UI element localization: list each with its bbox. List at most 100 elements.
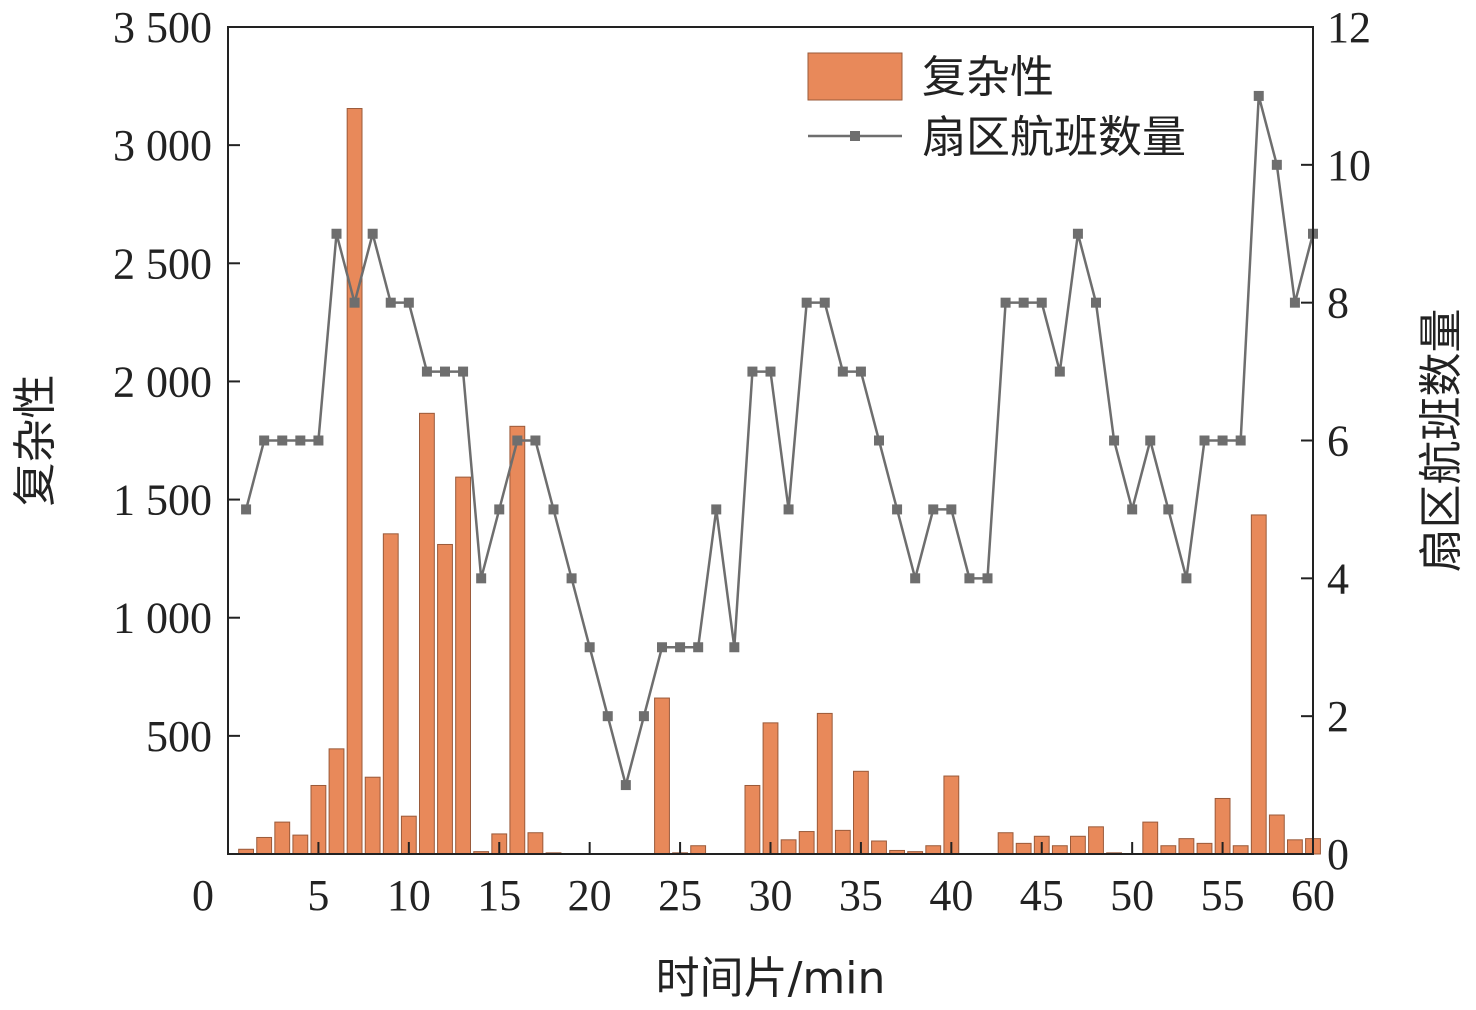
line-point [385,297,396,308]
bar [364,776,381,855]
line-point [982,573,993,584]
left-axis-title: 复杂性 [10,375,61,507]
left-tick-label: 3 000 [113,121,212,170]
line-point [1000,297,1011,308]
right-tick-label: 6 [1327,417,1349,466]
x-axis-ticks: 0 5 10 15 20 25 30 35 40 45 50 55 60 [192,842,1335,920]
line-point [1054,366,1065,377]
line-point [494,504,505,515]
bar [256,836,273,855]
bar [997,832,1014,855]
line-point [1199,435,1210,446]
right-tick-label: 4 [1327,554,1349,603]
line-point [801,297,812,308]
bar [1051,845,1068,855]
line-point [928,504,939,515]
x-tick-label: 0 [192,871,214,920]
line-point [1127,504,1138,515]
line-point [1072,228,1083,239]
bar [654,697,670,855]
line-point [765,366,776,377]
bar [690,845,707,855]
left-tick-label: 2 000 [113,357,212,406]
right-tick-label: 8 [1327,279,1349,328]
bars-group [238,108,1321,855]
line-point [638,711,649,722]
right-axis-title: 扇区航班数量 [1416,309,1467,573]
x-axis-title: 时间片/min [656,953,886,1004]
line-point [1036,297,1047,308]
bar [419,412,435,855]
line-point [711,504,722,515]
line-point [1289,297,1300,308]
x-tick-label: 45 [1020,871,1064,920]
line-point [440,366,450,377]
line-point [277,435,288,446]
bar [871,840,887,855]
line-point [367,228,378,239]
line-point [1253,90,1264,101]
line-point [1235,435,1246,446]
line-point [1271,159,1282,170]
line-point [1018,297,1029,308]
line-point [566,573,577,584]
line-point [602,711,613,722]
bar [1178,838,1195,855]
flights-line [244,95,1315,791]
x-tick-label: 35 [839,871,883,920]
line-point [657,642,667,653]
right-tick-label: 12 [1327,3,1371,52]
bar [780,839,797,855]
bar [1196,842,1213,855]
bar [292,834,309,855]
bar [1287,839,1303,855]
bar [816,712,833,855]
right-tick-label: 0 [1327,830,1349,879]
bar [346,108,363,855]
line-point [313,435,324,446]
line-point [331,228,342,239]
left-axis-ticks: 500 1 000 1 500 2 000 2 500 3 000 3 500 [113,3,240,761]
bar [762,722,779,855]
legend-bar-label: 复杂性 [922,52,1054,103]
line-point [620,780,631,791]
left-tick-label: 500 [146,712,212,761]
left-tick-label: 1 500 [113,476,212,525]
line-point [874,435,884,446]
bar [1070,835,1086,855]
legend-line-marker [850,131,860,141]
line-point [1109,435,1120,446]
bar [328,748,345,855]
line-point [1163,504,1174,515]
line-point [747,366,758,377]
line-point [855,366,866,377]
legend: 复杂性 扇区航班数量 [807,52,1186,163]
bar [1232,845,1249,855]
bar [1268,814,1285,855]
bar [1088,826,1104,855]
legend-bar-swatch [807,52,903,101]
x-tick-label: 55 [1201,871,1245,920]
line-point [403,297,414,308]
legend-line-label: 扇区航班数量 [922,112,1186,163]
line-point [837,366,848,377]
x-tick-label: 30 [749,871,793,920]
x-tick-label: 40 [929,871,973,920]
left-tick-label: 3 500 [113,3,212,52]
left-tick-label: 1 000 [113,594,212,643]
line-series-group [241,90,1318,791]
x-tick-label: 15 [477,871,521,920]
line-point [783,504,794,515]
line-point [675,642,686,653]
line-point [512,435,523,446]
line-point [946,504,957,515]
bar [1142,821,1159,855]
x-tick-label: 5 [307,871,329,920]
bar [744,784,761,855]
bar [274,821,291,855]
line-point [1091,297,1101,308]
bar [834,829,851,855]
line-point [241,504,252,515]
line-point [892,504,903,515]
bar [925,845,942,855]
